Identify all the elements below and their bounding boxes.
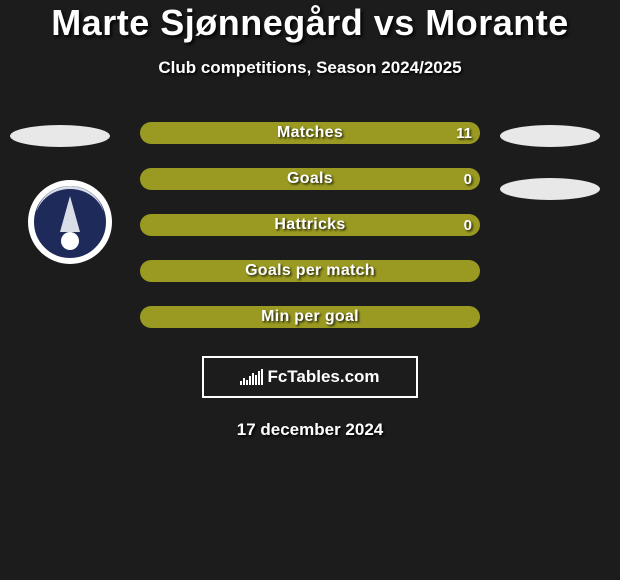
brand-text: FcTables.com [267,367,379,387]
stat-label: Matches [277,124,343,142]
stat-label: Min per goal [261,308,359,326]
football-icon [61,232,79,250]
player-marker-left-1 [10,125,110,147]
stat-bar-min-per-goal: Min per goal [140,306,480,328]
player-marker-right-1 [500,125,600,147]
stat-bar-goals-per-match: Goals per match [140,260,480,282]
club-logo-graphic [34,186,106,258]
stat-bar-matches: Matches 11 [140,122,480,144]
club-logo [28,180,112,264]
stat-bar-goals: Goals 0 [140,168,480,190]
snapshot-date: 17 december 2024 [0,420,620,440]
stat-value: 0 [464,171,472,188]
brand-box: FcTables.com [202,356,418,398]
comparison-subtitle: Club competitions, Season 2024/2025 [0,58,620,78]
eiffel-tower-icon [60,196,80,232]
stat-label: Goals per match [245,262,375,280]
stat-bar-hattricks: Hattricks 0 [140,214,480,236]
stat-value: 11 [456,125,472,142]
stat-label: Goals [287,170,333,188]
brand-chart-icon [240,369,263,385]
stat-label: Hattricks [274,216,345,234]
comparison-title: Marte Sjønnegård vs Morante [0,0,620,44]
player-marker-right-2 [500,178,600,200]
stat-value: 0 [464,217,472,234]
